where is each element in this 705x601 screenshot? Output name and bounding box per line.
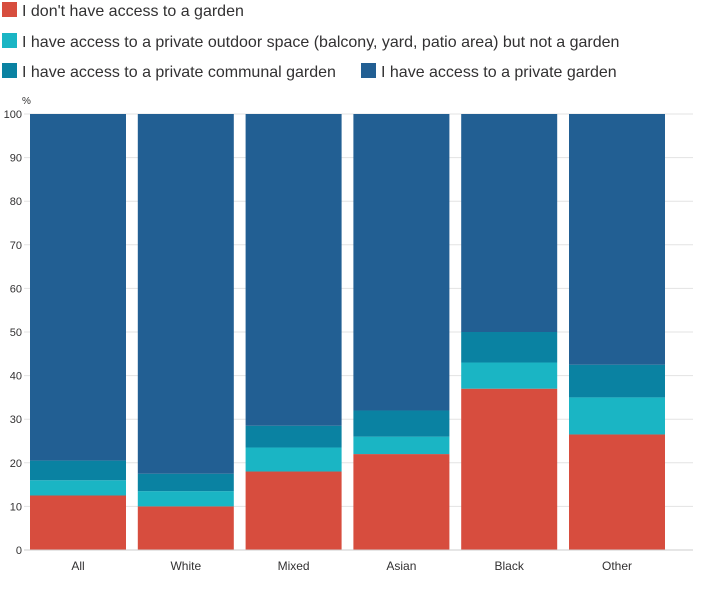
bar-segment [461,388,558,550]
bars [30,114,665,550]
y-tick-label: 70 [10,240,22,252]
y-tick-label: 80 [10,196,22,208]
y-axis-ticks: 0 10 20 30 40 50 60 70 80 90 100 [4,109,22,557]
bar-segment [245,425,342,448]
bar-segment [30,114,126,461]
bar-segment [245,447,342,472]
y-tick-label: 100 [4,109,22,121]
bar-segment [569,364,665,398]
bar-segment [569,114,665,365]
legend-label: I don't have access to a garden [22,3,244,20]
x-tick-label: Black [495,559,525,573]
legend-swatch [2,2,17,17]
y-tick-label: 10 [10,501,22,513]
bar-segment [30,495,126,550]
x-tick-label: All [71,559,84,573]
bar-segment [30,460,126,481]
bar-segment [353,454,450,550]
bar-segment [353,410,450,437]
bar-segment [461,114,558,332]
legend-swatch [361,63,376,78]
y-tick-label: 30 [10,414,22,426]
y-axis-unit-label: % [22,96,31,107]
legend-swatch [2,63,17,78]
legend: I don't have access to a garden I have ac… [2,2,619,81]
legend-label: I have access to a private garden [381,64,617,81]
x-tick-label: White [170,559,201,573]
legend-label: I have access to a private outdoor space… [22,34,619,51]
legend-label: I have access to a private communal gard… [22,64,336,81]
y-tick-label: 60 [10,283,22,295]
bar-segment [137,473,234,492]
y-tick-label: 50 [10,327,22,339]
bar-segment [569,434,665,550]
y-tick-label: 90 [10,153,22,165]
y-tick-label: 0 [16,545,22,557]
x-tick-label: Mixed [278,559,310,573]
bar-segment [30,480,126,496]
x-tick-label: Asian [386,559,416,573]
x-axis-labels: All White Mixed Asian Black Other [71,559,632,573]
bar-segment [137,491,234,507]
bar-segment [569,397,665,435]
bar-segment [137,506,234,550]
y-tick-label: 40 [10,371,22,383]
legend-swatch [2,33,17,48]
y-tick-label: 20 [10,458,22,470]
x-tick-label: Other [602,559,632,573]
bar-segment [461,362,558,389]
bar-segment [353,436,450,455]
bar-segment [461,332,558,363]
bar-segment [353,114,450,411]
bar-segment [137,114,234,474]
bar-segment [245,471,342,550]
bar-segment [245,114,342,426]
